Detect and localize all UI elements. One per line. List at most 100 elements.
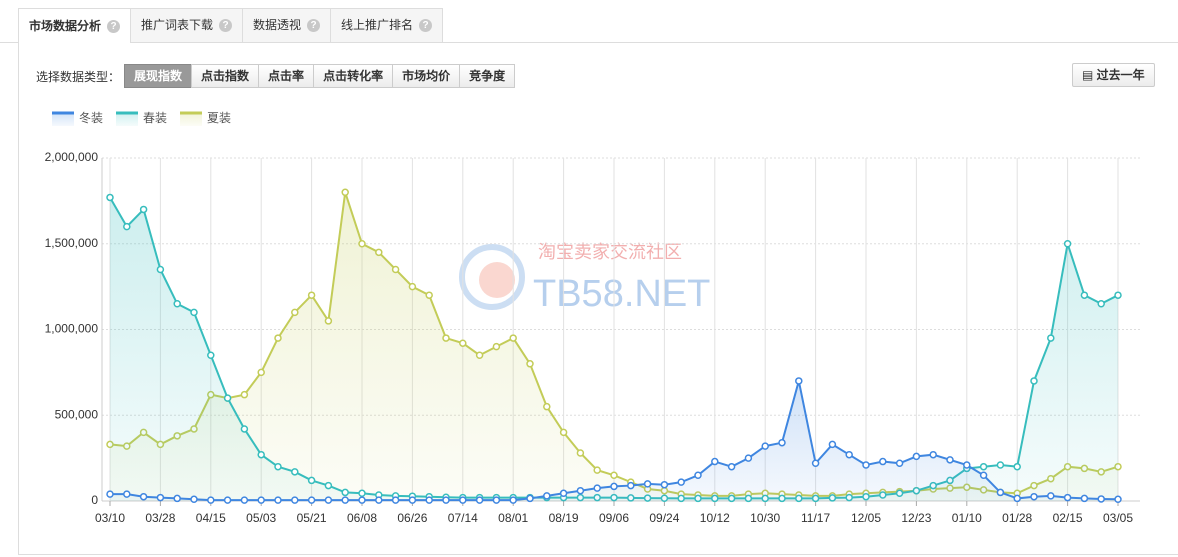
x-tick-label: 10/30 — [750, 511, 780, 525]
data-point — [929, 450, 937, 459]
watermark-logo — [479, 262, 515, 298]
data-point — [375, 496, 383, 504]
data-point — [727, 462, 736, 471]
data-point — [391, 265, 400, 274]
x-tick-label: 06/26 — [397, 511, 427, 525]
data-point — [946, 456, 954, 464]
x-tick-label: 10/12 — [700, 511, 730, 525]
data-point — [828, 440, 837, 449]
data-point — [526, 360, 534, 368]
watermark-text: TB58.NET — [533, 273, 710, 315]
data-point — [257, 496, 265, 504]
data-point — [744, 454, 753, 462]
data-point — [173, 300, 181, 308]
data-point — [1097, 300, 1105, 308]
data-point — [425, 291, 433, 299]
data-point — [1114, 291, 1122, 299]
data-point — [845, 450, 853, 459]
data-point — [223, 394, 232, 402]
x-tick-label: 03/05 — [1103, 511, 1133, 525]
series-area — [110, 197, 1118, 501]
data-point — [492, 496, 501, 504]
data-point — [543, 402, 551, 411]
data-point — [324, 317, 333, 325]
type-button[interactable]: 点击率 — [258, 64, 315, 88]
help-icon[interactable]: ? — [219, 19, 233, 32]
data-point — [1013, 462, 1021, 471]
data-point — [291, 496, 299, 504]
data-point — [811, 459, 820, 468]
x-tick-label: 06/08 — [347, 511, 377, 525]
series-area — [110, 380, 1118, 501]
data-point — [139, 205, 148, 214]
data-point — [341, 488, 349, 497]
period-button[interactable]: ▤ 过去一年 — [1072, 63, 1155, 87]
data-point — [341, 496, 349, 504]
type-button[interactable]: 市场均价 — [392, 64, 461, 88]
data-point — [711, 457, 719, 466]
data-point — [274, 334, 282, 342]
type-button[interactable]: 竞争度 — [459, 64, 516, 88]
legend-swatch — [52, 112, 74, 126]
tab-label: 推广词表下载 — [141, 18, 214, 32]
data-point — [1080, 291, 1089, 299]
data-point — [257, 368, 265, 377]
x-tick-label: 01/10 — [952, 511, 982, 525]
data-point — [291, 308, 299, 317]
data-point — [307, 291, 316, 299]
data-point — [593, 484, 601, 492]
data-point — [778, 438, 786, 447]
x-tick-label: 04/15 — [196, 511, 226, 525]
help-icon[interactable]: ? — [419, 19, 433, 32]
data-point — [627, 481, 635, 490]
data-point — [408, 282, 417, 291]
data-point — [240, 425, 249, 433]
data-point — [459, 496, 467, 504]
tab[interactable]: 线上推广排名? — [330, 8, 444, 42]
data-point — [1114, 495, 1122, 504]
y-tick-label: 1,000,000 — [45, 322, 99, 336]
data-point — [291, 468, 299, 476]
tab[interactable]: 推广词表下载? — [130, 8, 244, 42]
tab[interactable]: 数据透视? — [242, 8, 332, 42]
data-point — [207, 496, 215, 504]
data-point — [358, 489, 366, 498]
help-icon[interactable]: ? — [107, 19, 121, 33]
data-point — [1080, 494, 1089, 503]
tab-rule — [0, 42, 1178, 43]
type-button[interactable]: 点击指数 — [191, 64, 260, 88]
y-tick-label: 2,000,000 — [45, 150, 99, 164]
data-point — [442, 334, 450, 342]
data-point — [475, 496, 484, 504]
data-point — [123, 222, 131, 231]
data-point — [492, 342, 501, 351]
data-point — [223, 496, 232, 504]
data-point — [190, 308, 198, 317]
data-point — [963, 461, 971, 469]
data-point — [139, 492, 148, 501]
data-point — [274, 462, 282, 471]
data-point — [862, 461, 870, 469]
data-point — [526, 494, 534, 503]
legend-swatch — [116, 112, 138, 126]
data-point — [1030, 492, 1038, 501]
type-button[interactable]: 点击转化率 — [313, 64, 394, 88]
data-point — [1013, 494, 1021, 503]
type-button[interactable]: 展现指数 — [124, 64, 193, 88]
x-tick-label: 05/21 — [297, 511, 327, 525]
type-buttons: 展现指数 点击指数 点击率 点击转化率 市场均价 竞争度 — [124, 64, 516, 88]
help-icon[interactable]: ? — [307, 19, 321, 32]
data-point — [391, 496, 400, 504]
x-tick-label: 05/03 — [246, 511, 276, 525]
watermark-logo — [459, 244, 525, 310]
legend-label: 冬装 — [79, 110, 103, 125]
legend-label: 夏装 — [207, 111, 231, 125]
data-point — [106, 193, 114, 202]
series-area — [110, 192, 1118, 502]
data-point — [307, 496, 316, 504]
data-point — [509, 496, 517, 504]
tab[interactable]: 市场数据分析? — [18, 8, 132, 43]
data-point — [509, 334, 517, 342]
